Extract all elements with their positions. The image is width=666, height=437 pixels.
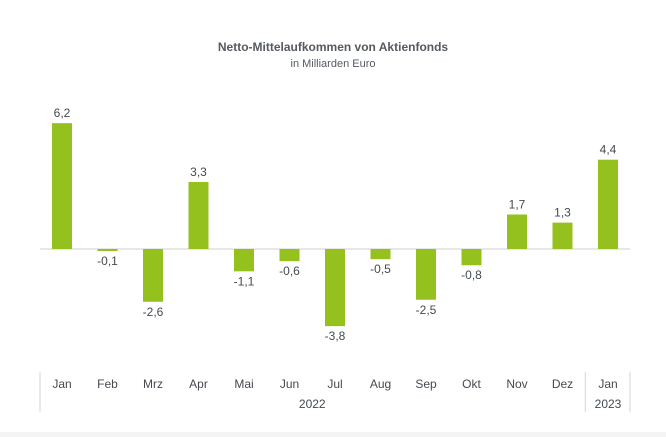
x-tick-label: Jun: [280, 377, 299, 391]
bar: [52, 123, 72, 249]
bar: [461, 249, 482, 266]
x-tick-label: Jan: [52, 377, 71, 391]
x-tick-label: Dez: [552, 377, 573, 391]
bar: [507, 214, 527, 249]
data-label: -0,1: [97, 254, 118, 268]
data-label: -0,6: [279, 264, 300, 278]
data-label: -0,8: [461, 268, 482, 282]
data-label: 4,4: [600, 143, 617, 157]
bar: [188, 182, 209, 249]
year-label: 2022: [299, 397, 326, 411]
bar: [598, 159, 618, 249]
data-label: 1,7: [509, 197, 526, 211]
data-label: -1,1: [234, 274, 255, 288]
data-label: -0,5: [370, 262, 391, 276]
data-label: 1,3: [554, 206, 571, 220]
x-tick-label: Sep: [415, 377, 437, 391]
chart-subtitle: in Milliarden Euro: [290, 58, 376, 70]
bar: [279, 249, 300, 262]
data-label: -2,6: [143, 305, 164, 319]
bar: [234, 249, 254, 272]
x-tick-label: Okt: [462, 377, 481, 391]
data-label: -2,5: [416, 303, 437, 317]
bar: [143, 249, 163, 302]
data-label: -3,8: [325, 329, 346, 343]
x-tick-label: Jan: [598, 377, 617, 391]
x-tick-label: Apr: [189, 377, 208, 391]
bar: [416, 249, 436, 300]
bar: [97, 249, 118, 252]
x-tick-label: Jul: [327, 377, 342, 391]
year-label: 2023: [595, 397, 622, 411]
bar: [325, 249, 345, 327]
bottom-strip: [0, 432, 666, 437]
x-tick-label: Mai: [234, 377, 253, 391]
x-tick-label: Aug: [370, 377, 391, 391]
data-label: 3,3: [190, 165, 207, 179]
x-tick-label: Nov: [506, 377, 527, 391]
chart-title: Netto-Mittelaufkommen von Aktienfonds: [217, 40, 449, 54]
x-tick-label: Mrz: [143, 377, 163, 391]
bar: [370, 249, 391, 260]
bar: [552, 222, 573, 249]
x-tick-label: Feb: [97, 377, 118, 391]
data-label: 6,2: [54, 106, 71, 120]
